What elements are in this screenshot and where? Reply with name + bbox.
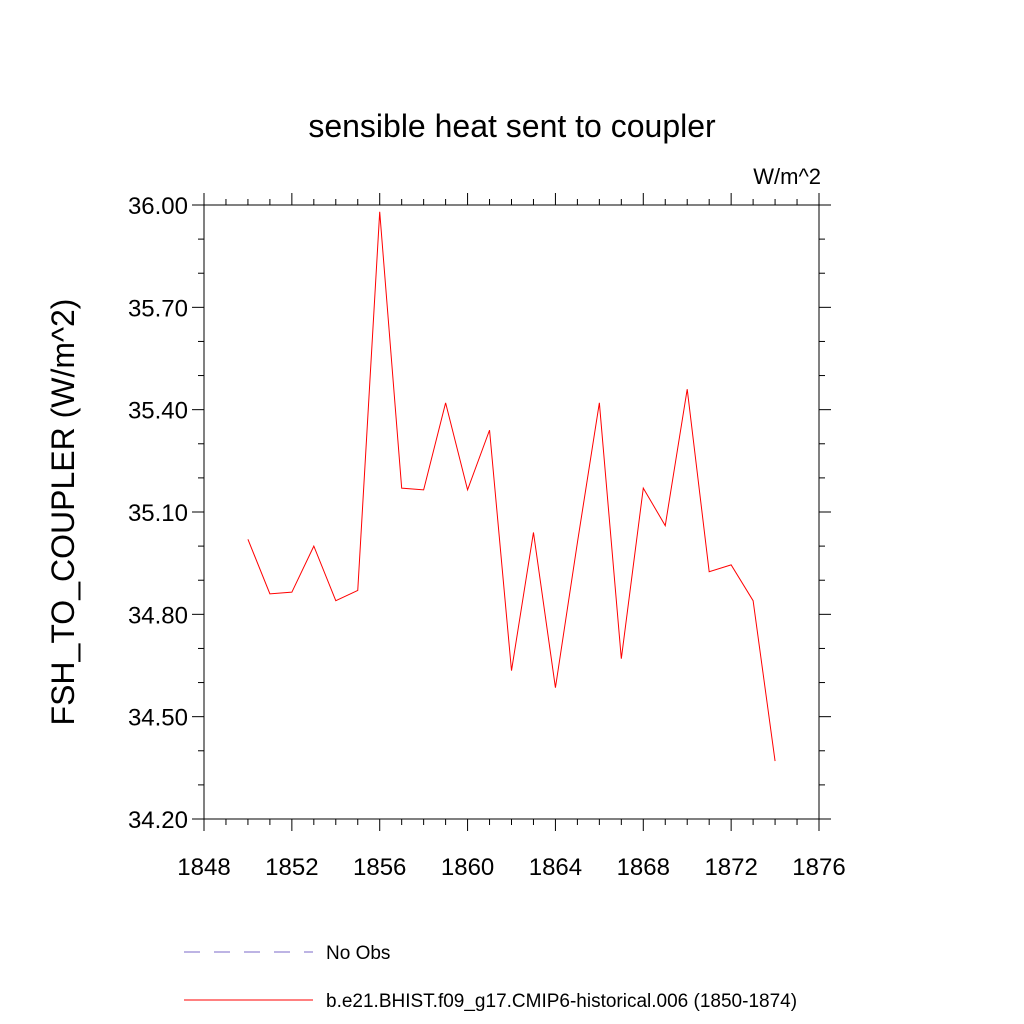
legend-label: b.e21.BHIST.f09_g17.CMIP6-historical.006…: [326, 991, 797, 1012]
chart-title: sensible heat sent to coupler: [308, 108, 716, 144]
units-label: W/m^2: [753, 164, 821, 189]
axis-ticks: [192, 193, 831, 831]
x-tick-label: 1864: [529, 854, 582, 881]
x-tick-label: 1848: [177, 854, 230, 881]
plot-frame: [203, 204, 820, 820]
y-tick-label: 35.10: [128, 500, 188, 527]
axis-tick-labels: 1848 1852 1856 1860 1864 1868 1872 1876 34.20 34.…: [128, 193, 846, 881]
x-tick-label: 1852: [265, 854, 318, 881]
x-tick-label: 1856: [353, 854, 406, 881]
y-tick-label: 34.20: [128, 807, 188, 834]
x-tick-label: 1860: [441, 854, 494, 881]
legend: No Obs b.e21.BHIST.f09_g17.CMIP6-historic…: [184, 943, 797, 1012]
y-tick-label: 34.50: [128, 705, 188, 732]
legend-label: No Obs: [326, 943, 390, 964]
series-lines: [247, 211, 776, 762]
x-tick-label: 1868: [617, 854, 670, 881]
y-axis-label: FSH_TO_COUPLER (W/m^2): [45, 299, 81, 726]
x-tick-label: 1876: [792, 854, 845, 881]
y-tick-label: 36.00: [128, 193, 188, 220]
x-tick-label: 1872: [704, 854, 757, 881]
y-tick-label: 35.70: [128, 295, 188, 322]
y-tick-label: 34.80: [128, 602, 188, 629]
series-line-1: [247, 211, 776, 762]
y-tick-label: 35.40: [128, 398, 188, 425]
